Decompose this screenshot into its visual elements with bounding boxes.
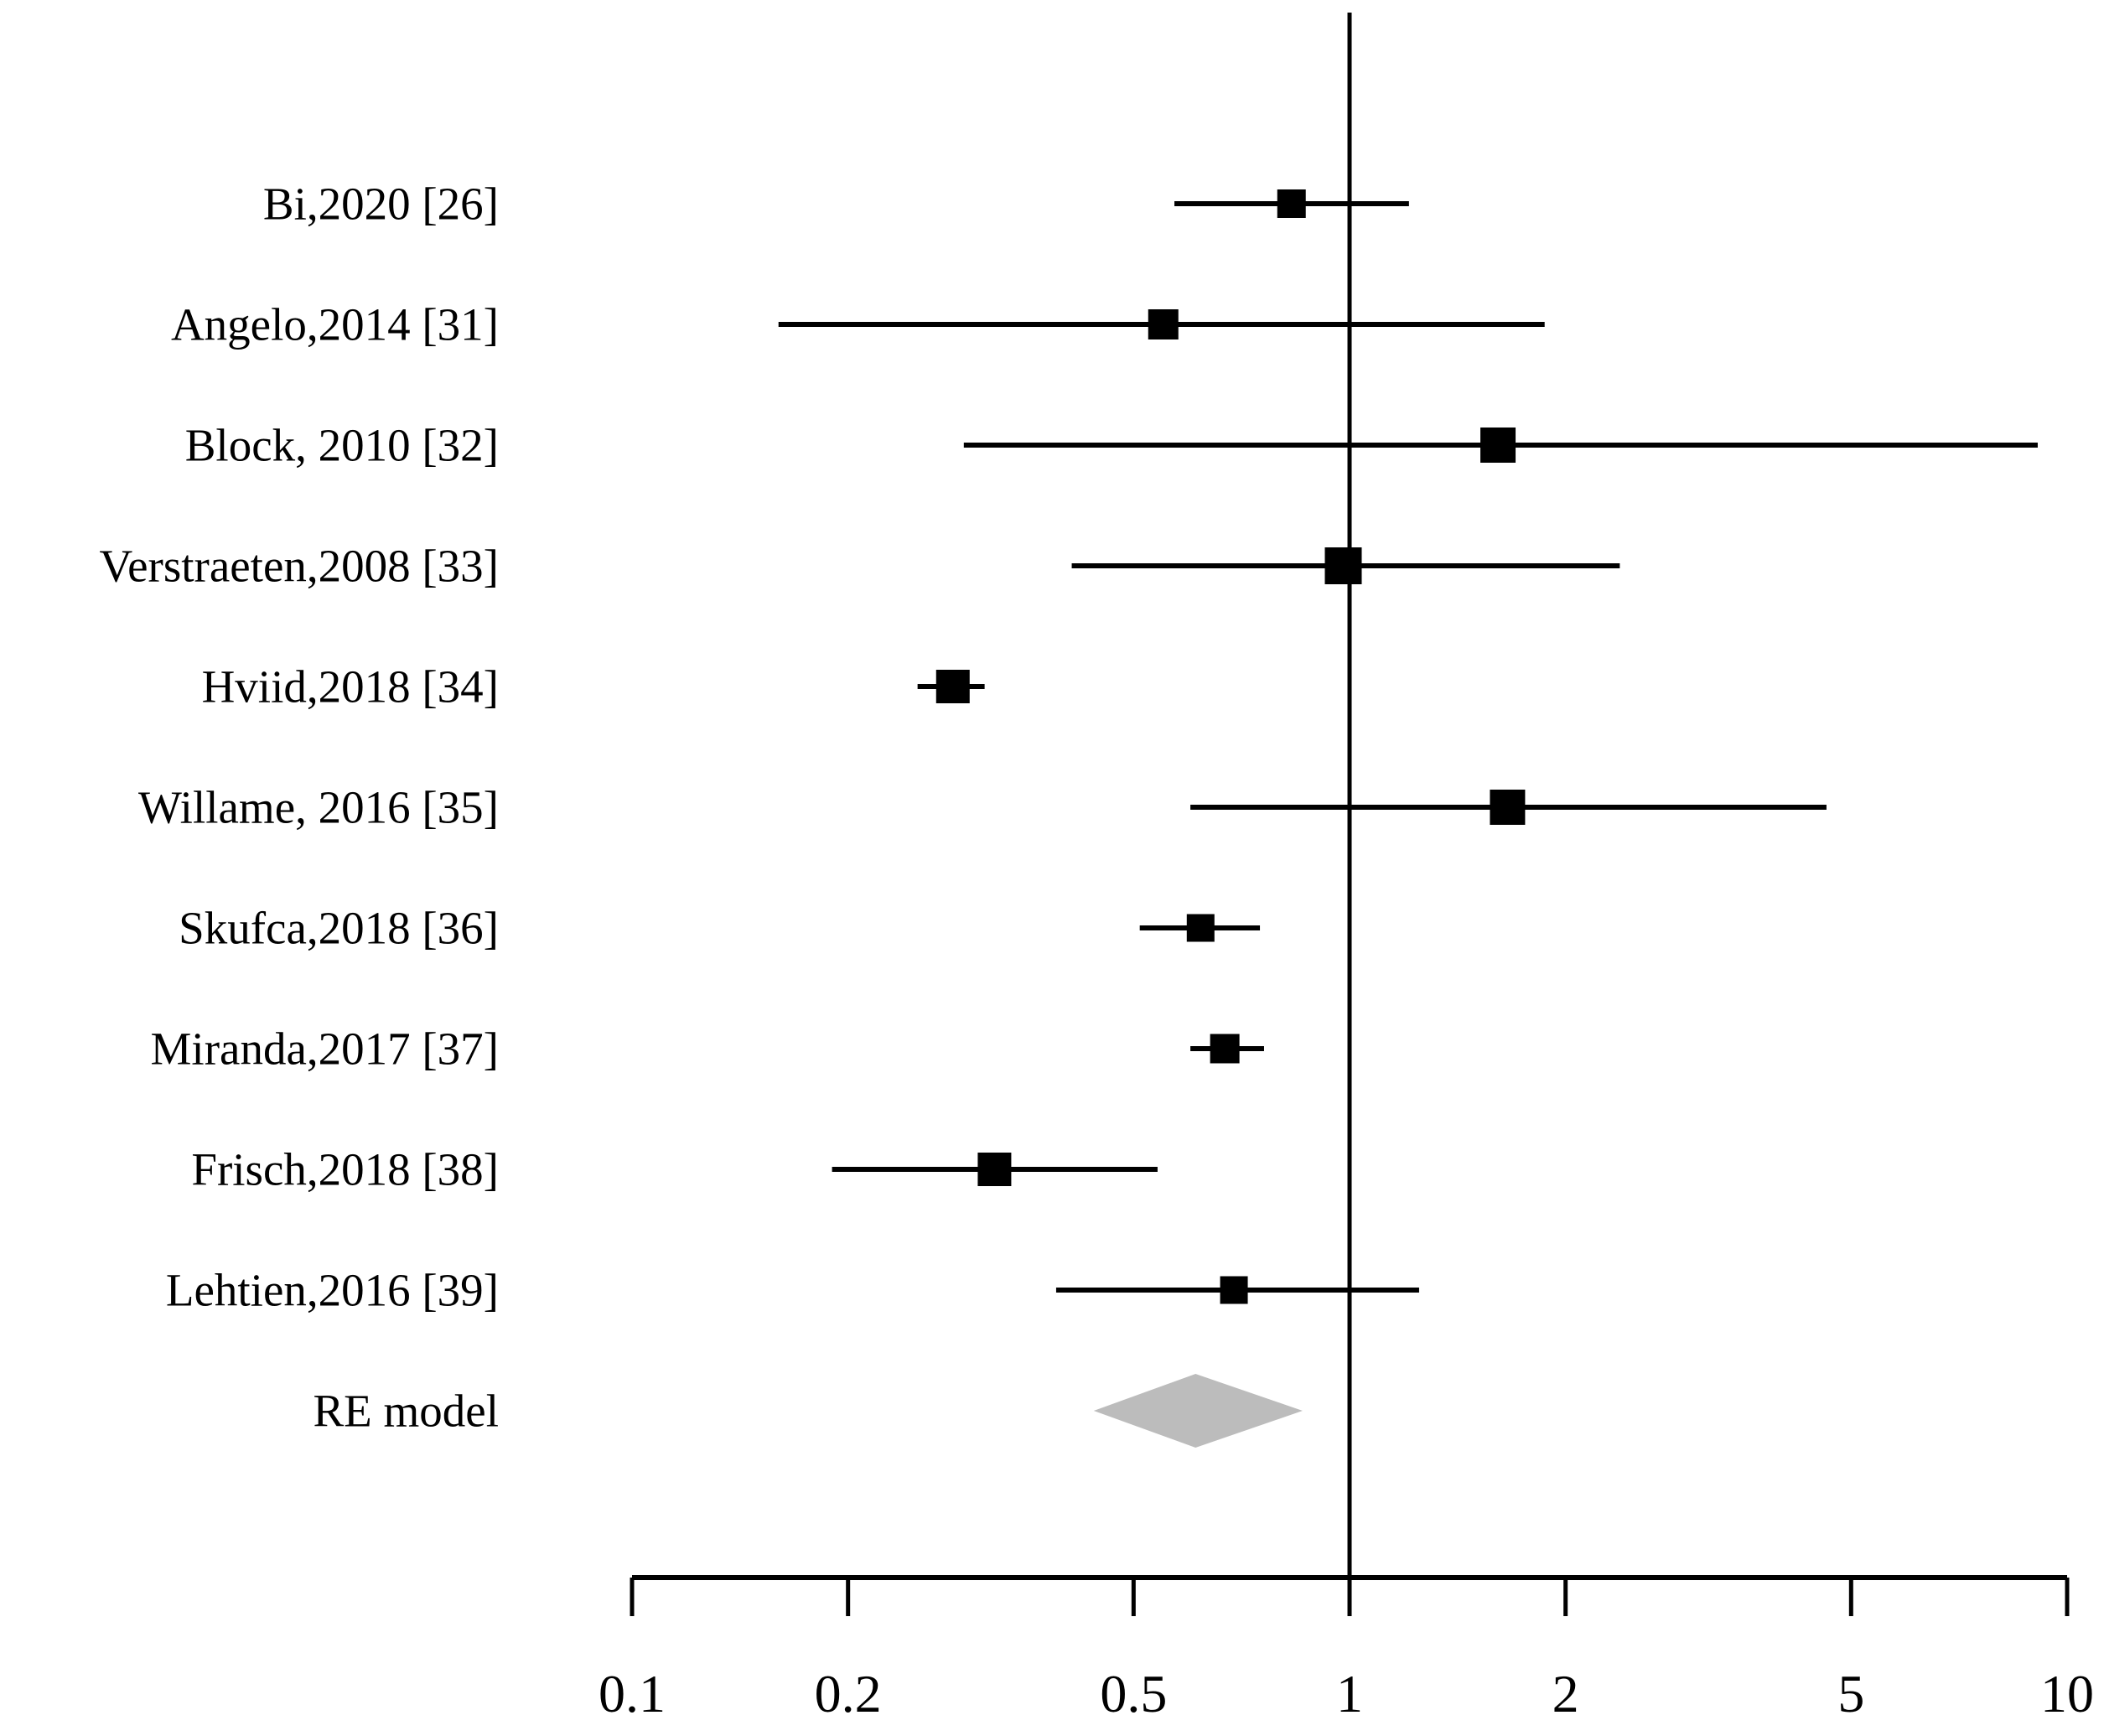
study-label: Lehtien,2016 [39] — [166, 1265, 499, 1316]
x-axis-tick-label: 0.5 — [1100, 1664, 1167, 1723]
summary-diamond — [1093, 1374, 1303, 1448]
study-label: Bi,2020 [26] — [263, 179, 499, 230]
study-label: Angelo,2014 [31] — [171, 299, 499, 350]
estimate-marker — [1324, 547, 1362, 584]
x-axis-tick-label: 10 — [2040, 1664, 2094, 1723]
estimate-marker — [1210, 1034, 1240, 1064]
x-axis-tick-label: 2 — [1552, 1664, 1579, 1723]
estimate-marker — [1277, 189, 1306, 218]
study-label: Block, 2010 [32] — [185, 420, 499, 471]
estimate-marker — [977, 1153, 1012, 1186]
estimate-marker — [1490, 790, 1526, 825]
study-label: Hviid,2018 [34] — [202, 661, 499, 713]
study-label: Verstraeten,2008 [33] — [100, 541, 500, 592]
study-label: Willame, 2016 [35] — [138, 782, 499, 833]
study-label: Frisch,2018 [38] — [191, 1144, 499, 1195]
summary-label: RE model — [313, 1386, 499, 1437]
estimate-marker — [1186, 914, 1215, 942]
estimate-marker — [1148, 309, 1179, 339]
study-label: Skufca,2018 [36] — [179, 903, 499, 954]
x-axis-tick-label: 0.1 — [599, 1664, 666, 1723]
x-axis-tick-label: 1 — [1336, 1664, 1363, 1723]
estimate-marker — [935, 670, 970, 703]
x-axis-tick-label: 0.2 — [815, 1664, 882, 1723]
x-axis-tick-label: 5 — [1837, 1664, 1864, 1723]
study-label: Miranda,2017 [37] — [151, 1023, 499, 1075]
estimate-marker — [1220, 1276, 1248, 1304]
estimate-marker — [1480, 428, 1516, 463]
